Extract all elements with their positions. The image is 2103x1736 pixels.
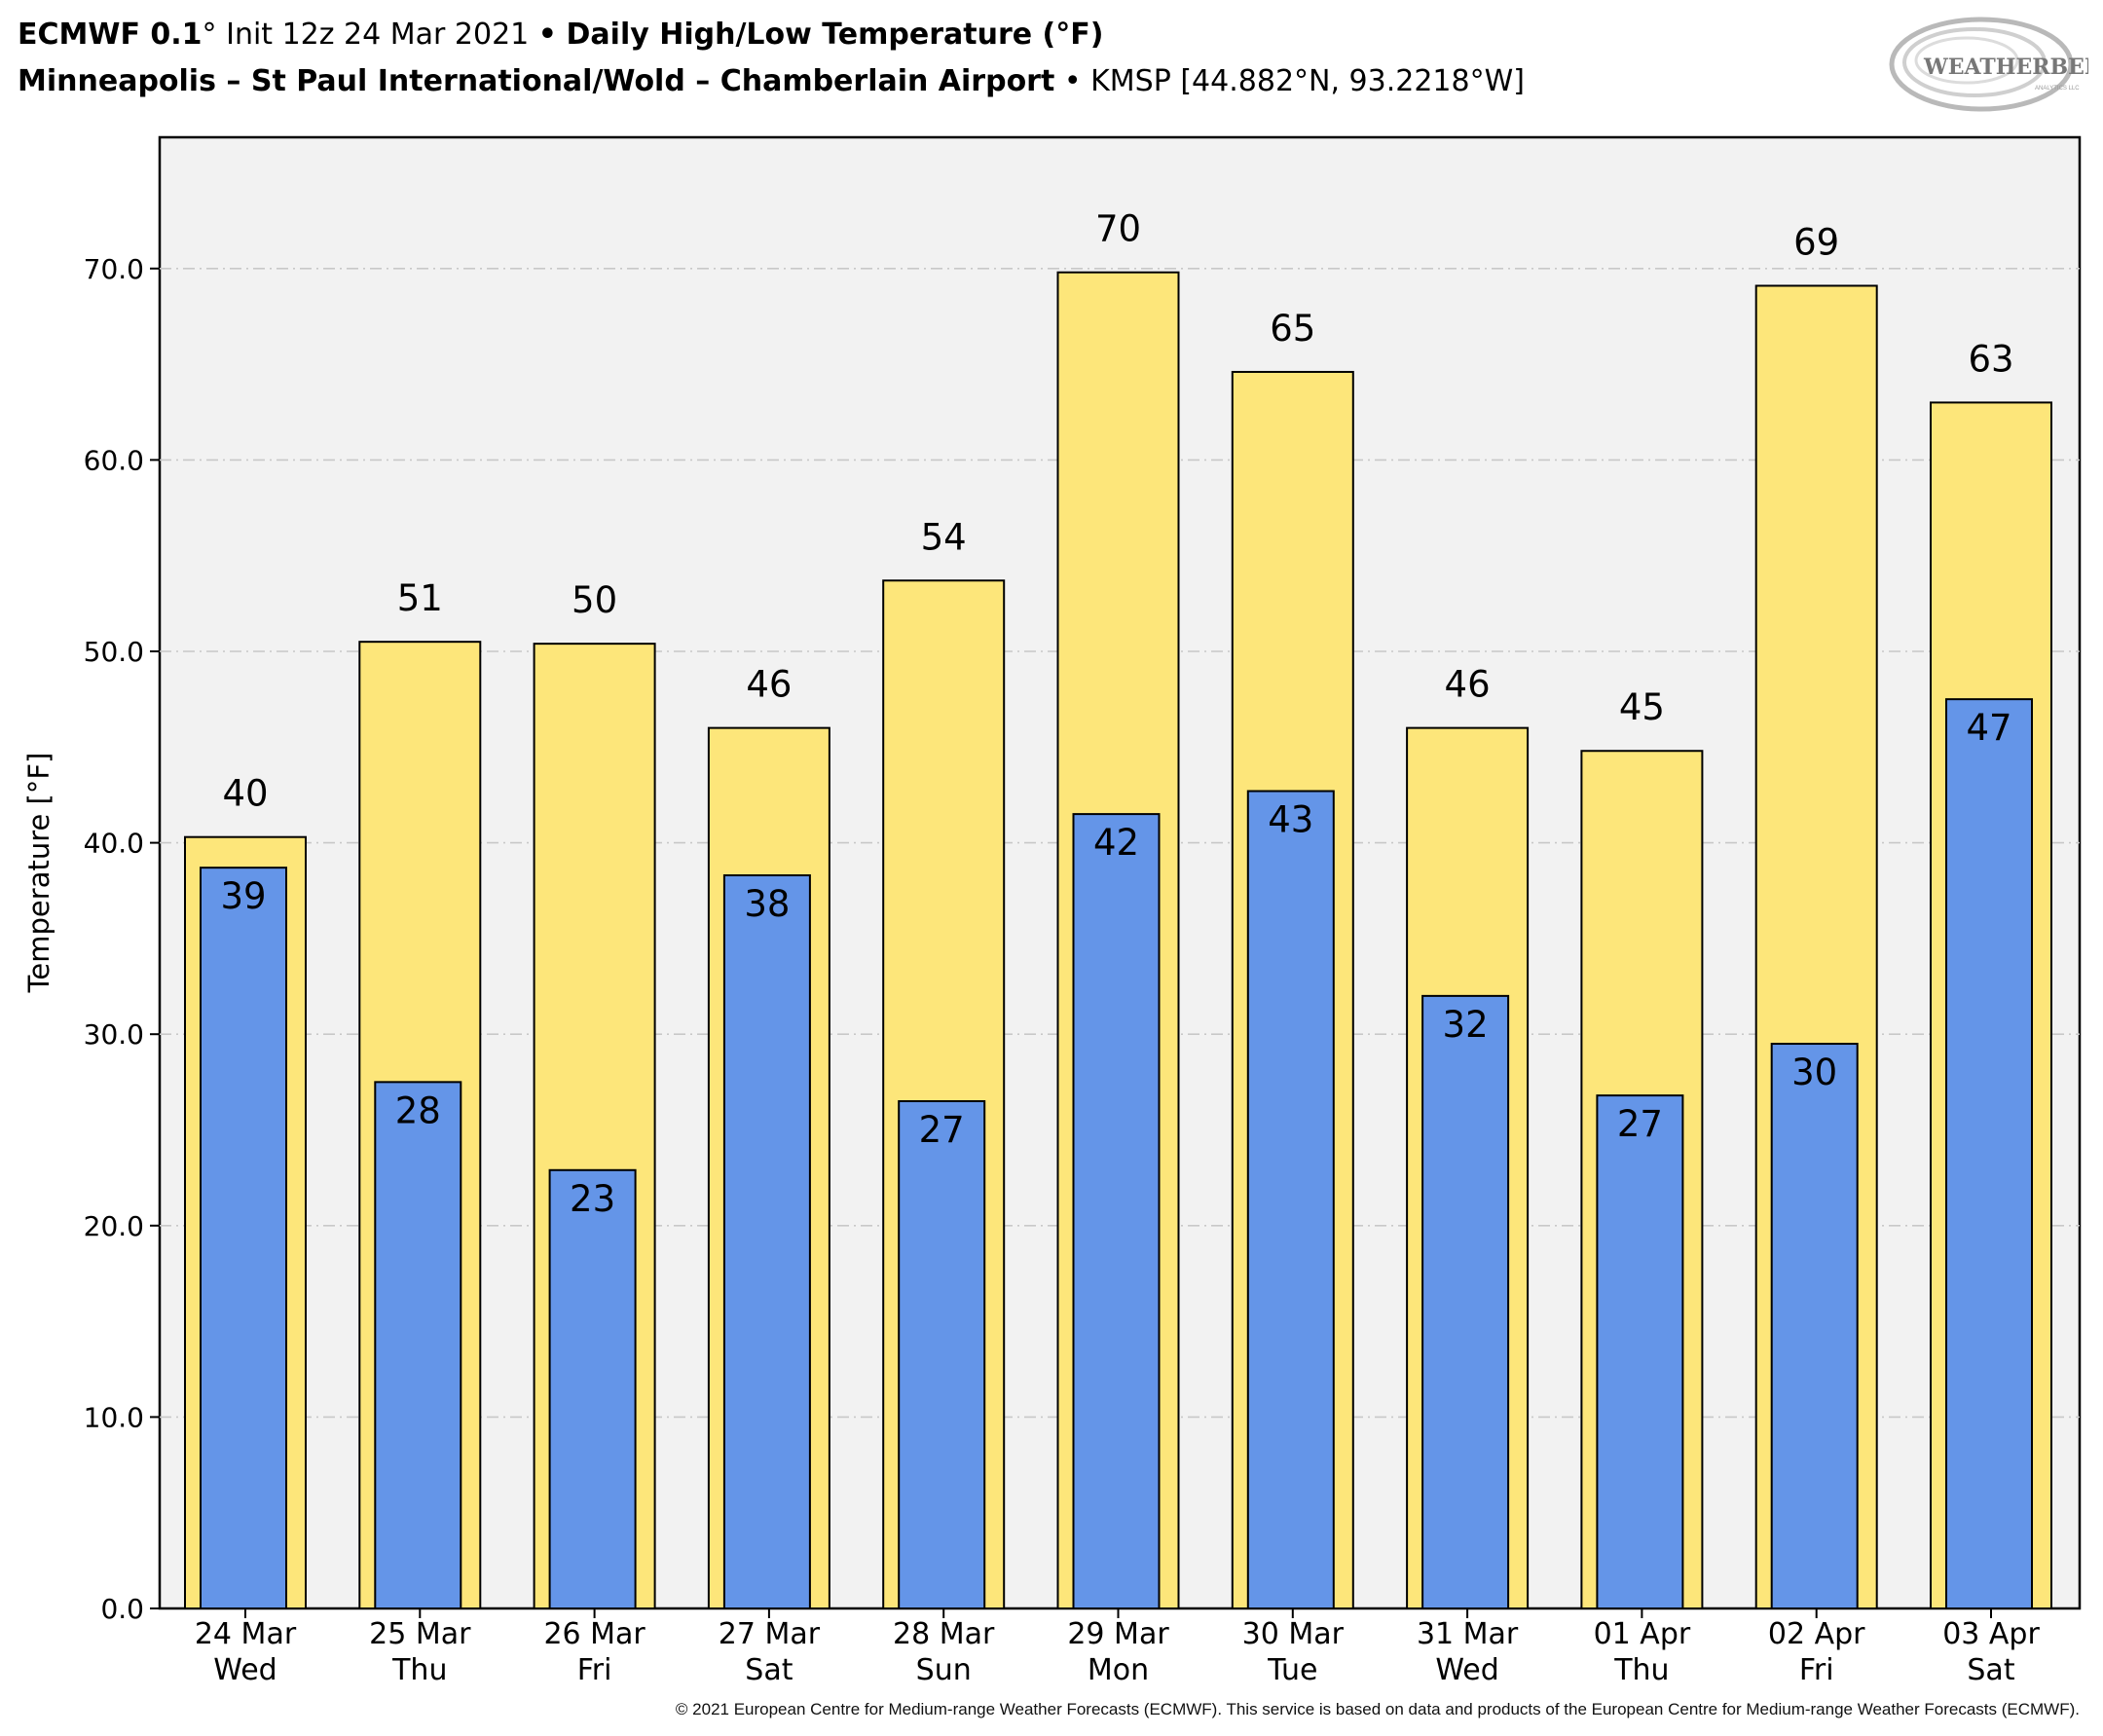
x-tick-date: 27 Mar xyxy=(719,1617,821,1651)
x-tick-weekday: Wed xyxy=(1435,1653,1498,1687)
y-tick-label: 20.0 xyxy=(84,1210,144,1242)
low-temp-label: 27 xyxy=(919,1109,965,1151)
x-tick-date: 26 Mar xyxy=(543,1617,646,1651)
y-tick-label: 30.0 xyxy=(84,1018,144,1051)
low-temp-label: 27 xyxy=(1617,1103,1663,1145)
product-name: Daily High/Low Temperature (°F) xyxy=(566,18,1104,52)
chart-title-line-2: Minneapolis – St Paul International/Wold… xyxy=(18,58,1525,105)
high-temp-label: 46 xyxy=(746,664,792,706)
x-tick-weekday: Thu xyxy=(391,1653,447,1687)
bars xyxy=(184,271,2052,1610)
high-temp-label: 65 xyxy=(1270,308,1315,350)
weatherbell-logo: WEATHERBELL ANALYTICS LLC xyxy=(1889,17,2088,112)
low-temp-bar xyxy=(1421,994,1510,1609)
x-tick-weekday: Sat xyxy=(1967,1653,2014,1687)
model-degree: ° xyxy=(202,18,217,52)
y-tick-label: 10.0 xyxy=(84,1401,144,1433)
high-temp-label: 63 xyxy=(1968,338,2013,380)
y-axis: 0.0 10.0 20.0 30.0 40.0 50.0 60.0 70.0 xyxy=(84,253,160,1625)
x-tick-date: 03 Apr xyxy=(1942,1617,2040,1651)
low-temp-bar xyxy=(722,874,811,1609)
low-temp-bar xyxy=(898,1100,986,1609)
chart-title-block: ECMWF 0.1° Init 12z 24 Mar 2021 • Daily … xyxy=(18,12,1525,105)
title-bullet-2: • xyxy=(1063,64,1082,98)
copyright-notice: © 2021 European Centre for Medium-range … xyxy=(675,1700,2080,1718)
low-temp-label: 43 xyxy=(1268,799,1313,841)
x-tick-date: 25 Mar xyxy=(369,1617,471,1651)
low-temp-bar xyxy=(374,1081,462,1609)
high-temp-label: 50 xyxy=(572,579,617,621)
x-tick-date: 02 Apr xyxy=(1768,1617,1865,1651)
low-temp-label: 28 xyxy=(395,1090,441,1131)
low-temp-bar xyxy=(1770,1043,1859,1609)
x-tick-date: 28 Mar xyxy=(893,1617,995,1651)
low-temp-bar xyxy=(1596,1094,1684,1610)
x-tick-weekday: Tue xyxy=(1267,1653,1317,1687)
high-temp-label: 40 xyxy=(222,773,268,815)
high-temp-label: 46 xyxy=(1445,664,1491,706)
low-temp-bar xyxy=(548,1168,637,1609)
low-temp-bar xyxy=(1246,790,1335,1609)
high-temp-label: 54 xyxy=(921,516,967,558)
low-temp-label: 42 xyxy=(1093,822,1139,864)
low-temp-label: 47 xyxy=(1966,707,2011,749)
x-tick-weekday: Mon xyxy=(1088,1653,1149,1687)
low-temp-bar xyxy=(200,867,287,1609)
x-tick-date: 01 Apr xyxy=(1594,1617,1691,1651)
y-tick-label: 60.0 xyxy=(84,444,144,476)
chart-title-line-1: ECMWF 0.1° Init 12z 24 Mar 2021 • Daily … xyxy=(18,12,1525,58)
x-tick-date: 29 Mar xyxy=(1067,1617,1169,1651)
logo-text: WEATHERBELL xyxy=(1923,55,2088,80)
high-temp-label: 70 xyxy=(1095,208,1141,250)
y-tick-label: 40.0 xyxy=(84,828,144,860)
low-temp-label: 38 xyxy=(744,883,790,925)
low-temp-label: 30 xyxy=(1791,1052,1837,1093)
low-temp-bar xyxy=(1072,813,1161,1609)
y-tick-label: 70.0 xyxy=(84,253,144,285)
model-name: ECMWF 0.1 xyxy=(18,18,203,52)
x-tick-date: 31 Mar xyxy=(1417,1617,1519,1651)
x-tick-weekday: Thu xyxy=(1613,1653,1669,1687)
low-temp-label: 23 xyxy=(570,1178,615,1220)
low-temp-bar xyxy=(1945,698,2033,1609)
init-time: Init 12z 24 Mar 2021 xyxy=(226,18,530,52)
data-labels: 40 39 51 28 50 23 46 38 54 27 70 42 65 43 46 32 45 27 69 30… xyxy=(220,208,2013,1220)
x-tick-weekday: Sun xyxy=(916,1653,972,1687)
y-axis-label: Temperature [°F] xyxy=(22,753,55,994)
high-temp-label: 51 xyxy=(397,577,443,619)
low-temp-label: 32 xyxy=(1443,1004,1489,1046)
x-tick-weekday: Fri xyxy=(577,1653,612,1687)
low-temp-label: 39 xyxy=(220,875,266,917)
x-tick-weekday: Sat xyxy=(745,1653,793,1687)
y-tick-label: 50.0 xyxy=(84,636,144,668)
x-tick-weekday: Fri xyxy=(1799,1653,1834,1687)
station-code: KMSP [44.882°N, 93.2218°W] xyxy=(1090,64,1525,98)
x-tick-weekday: Wed xyxy=(213,1653,277,1687)
title-bullet-1: • xyxy=(537,18,557,52)
x-tick-date: 24 Mar xyxy=(195,1617,297,1651)
high-temp-label: 45 xyxy=(1619,686,1665,728)
y-tick-label: 0.0 xyxy=(100,1593,144,1625)
high-temp-label: 69 xyxy=(1793,221,1839,263)
x-tick-date: 30 Mar xyxy=(1242,1617,1345,1651)
logo-subtext: ANALYTICS LLC xyxy=(2035,86,2080,92)
station-name: Minneapolis – St Paul International/Wold… xyxy=(18,64,1055,98)
